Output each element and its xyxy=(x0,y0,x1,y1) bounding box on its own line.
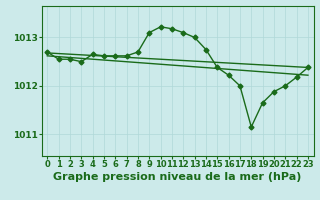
X-axis label: Graphe pression niveau de la mer (hPa): Graphe pression niveau de la mer (hPa) xyxy=(53,172,302,182)
